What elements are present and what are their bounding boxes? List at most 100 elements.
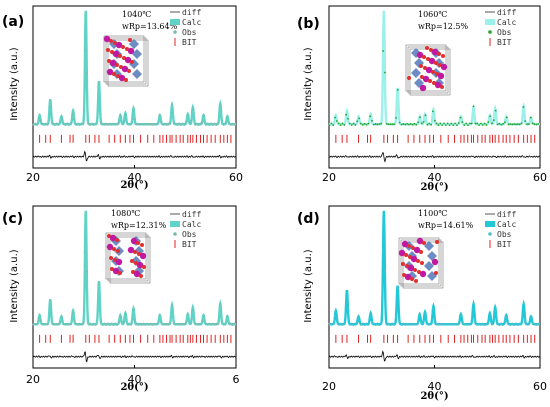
obs-point xyxy=(142,322,145,325)
obs-point xyxy=(529,116,532,119)
obs-point xyxy=(233,123,236,126)
obs-point xyxy=(384,71,386,74)
legend-swatch-obs xyxy=(173,232,177,236)
legend-entry-bit: BIT xyxy=(182,38,197,47)
obs-point xyxy=(481,124,484,126)
obs-point xyxy=(45,323,47,326)
obs-point xyxy=(487,121,490,123)
obs-point xyxy=(476,324,479,326)
obs-point xyxy=(187,313,189,316)
obs-point xyxy=(116,324,118,327)
obs-point xyxy=(446,122,449,125)
obs-point xyxy=(212,322,214,325)
obs-point xyxy=(85,270,88,273)
obs-point xyxy=(435,122,438,125)
obs-point xyxy=(93,322,95,325)
obs-point xyxy=(153,122,156,125)
obs-point xyxy=(369,313,372,315)
obs-point xyxy=(231,122,234,125)
obs-point xyxy=(101,122,104,125)
obs-point xyxy=(190,318,193,320)
obs-point xyxy=(185,321,188,324)
obs-point xyxy=(85,72,88,75)
obs-point xyxy=(73,319,76,322)
obs-point xyxy=(332,124,335,126)
obs-point xyxy=(372,123,375,126)
obs-point xyxy=(352,122,355,125)
crystal-structure-image xyxy=(398,237,444,289)
chart-panel-c: (c) Intensity (a.u.) 20 40 6 2θ(°) 1080℃ wRp=12… xyxy=(2,205,240,393)
obs-point xyxy=(441,323,444,326)
obs-point xyxy=(382,50,384,52)
obs-point xyxy=(518,322,521,325)
obs-point xyxy=(208,322,211,325)
legend-entry-bit: BIT xyxy=(497,240,512,249)
obs-point xyxy=(199,122,202,125)
obs-point xyxy=(227,121,230,124)
obs-point xyxy=(419,314,421,316)
obs-point xyxy=(389,324,392,326)
obs-point xyxy=(520,323,523,326)
obs-point xyxy=(413,322,416,325)
obs-point xyxy=(68,124,70,127)
obs-point xyxy=(372,322,375,325)
obs-point xyxy=(146,322,149,325)
obs-point xyxy=(53,124,56,127)
obs-point xyxy=(110,322,113,325)
obs-point xyxy=(343,124,346,126)
obs-point xyxy=(160,321,163,324)
obs-point xyxy=(116,123,118,125)
x-tick-label: 6 xyxy=(233,373,240,386)
obs-point xyxy=(485,124,488,126)
obs-point xyxy=(75,124,78,127)
obs-point xyxy=(227,322,230,325)
obs-point xyxy=(330,323,333,326)
diff-series-line xyxy=(328,350,540,362)
legend-entry-diff: diff xyxy=(497,210,516,219)
chart-panel-b: (b) Intensity (a.u.) 20 40 60 2θ(°) 1060℃ wRp=1… xyxy=(297,5,547,193)
obs-point xyxy=(137,324,140,326)
obs-point xyxy=(87,122,90,125)
obs-point xyxy=(165,124,168,126)
crystal-structure-image xyxy=(103,35,149,87)
obs-point xyxy=(526,123,528,126)
obs-point xyxy=(494,310,497,313)
obs-point xyxy=(78,322,81,325)
obs-point xyxy=(201,320,204,323)
obs-point xyxy=(135,322,138,325)
obs-point xyxy=(461,121,464,123)
obs-point xyxy=(174,323,177,326)
legend-entry-bit: BIT xyxy=(497,38,512,47)
obs-point xyxy=(128,322,131,325)
obs-point xyxy=(171,103,173,106)
obs-point xyxy=(105,122,108,125)
obs-point xyxy=(387,322,390,325)
obs-point xyxy=(450,323,453,326)
obs-point xyxy=(94,122,97,125)
obs-point xyxy=(420,322,423,325)
obs-point xyxy=(80,323,83,326)
obs-point xyxy=(468,122,471,125)
obs-point xyxy=(459,313,462,316)
obs-point xyxy=(391,322,394,325)
obs-point xyxy=(32,123,35,126)
diff-series-line xyxy=(328,152,540,163)
obs-point xyxy=(176,124,179,126)
obs-point xyxy=(156,122,159,125)
obs-point xyxy=(158,315,161,317)
obs-point xyxy=(55,323,58,326)
obs-point xyxy=(435,323,438,326)
legend-entry-obs: Obs xyxy=(497,230,512,239)
obs-point xyxy=(208,124,211,127)
obs-point xyxy=(507,322,510,325)
obs-point xyxy=(185,120,188,123)
obs-point xyxy=(172,122,175,125)
obs-point xyxy=(176,323,179,326)
obs-point xyxy=(192,309,195,312)
obs-point xyxy=(361,123,364,126)
temperature-label: 1060℃ xyxy=(418,10,447,19)
obs-point xyxy=(444,323,447,326)
wrp-label: wRp=12.31% xyxy=(111,221,167,230)
